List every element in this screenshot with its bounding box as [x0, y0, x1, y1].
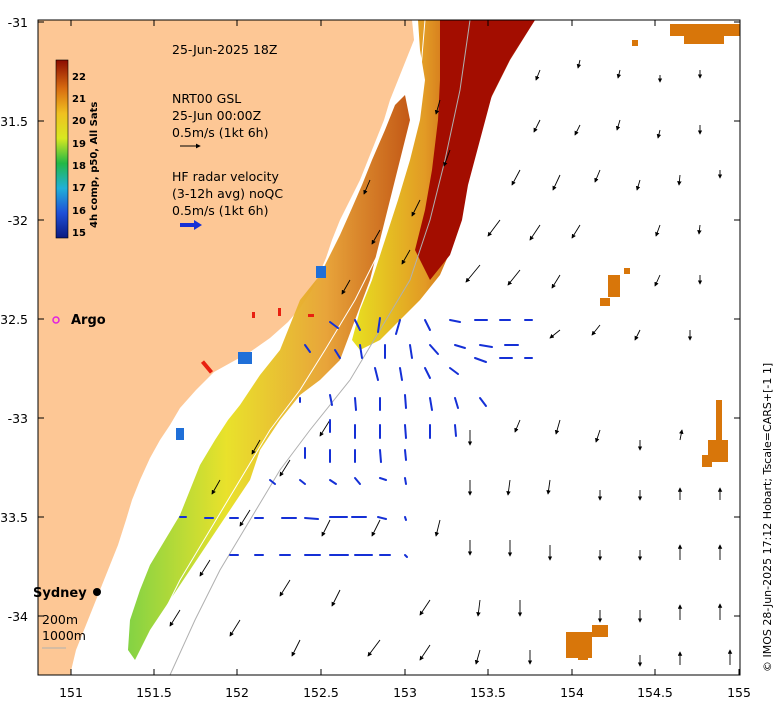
x-axis: 151 151.5 152 152.5 153 153.5 154 154.5 … [59, 20, 751, 700]
gsl-scale: 0.5m/s (1kt 6h) [172, 125, 268, 140]
isobath-1000-label: 1000m [42, 628, 86, 643]
x-tick-label: 151 [59, 685, 83, 700]
red-speckles [200, 308, 314, 374]
argo-marker [52, 316, 60, 324]
x-tick-label: 155 [727, 685, 751, 700]
gsl-time: 25-Jun 00:00Z [172, 108, 261, 123]
colorbar-tick: 20 [72, 116, 86, 127]
gsl-title: NRT00 GSL [172, 91, 241, 106]
sst-red-core [415, 20, 535, 280]
isobath-200-label: 200m [42, 612, 78, 627]
colorbar: 22 21 20 19 18 17 16 15 4h comp, p50, Al… [55, 59, 100, 239]
gsl-arrows [169, 59, 733, 667]
plot-frame [37, 19, 741, 676]
colorbar-tick: 21 [72, 94, 86, 105]
y-tick-label: -32.5 [0, 312, 28, 327]
radar-title: HF radar velocity [172, 169, 280, 184]
x-tick-label: 151.5 [136, 685, 172, 700]
radar-scale-arrowhead [194, 220, 202, 230]
x-tick-label: 153.5 [470, 685, 506, 700]
land-area [38, 20, 414, 675]
sydney-label: Sydney [33, 586, 87, 601]
colorbar-tick: 22 [72, 72, 86, 83]
y-tick-label: -34 [8, 609, 28, 624]
colorbar-label: 4h comp, p50, All Sats [89, 102, 100, 228]
y-axis: -31 -31.5 -32 -32.5 -33 -33.5 -34 [0, 15, 740, 624]
sst-shelf-band [128, 95, 410, 660]
isobath-1000m [169, 19, 471, 676]
y-tick-label: -33.5 [0, 510, 28, 525]
sydney-marker [93, 588, 101, 596]
radar-scale: 0.5m/s (1kt 6h) [172, 203, 268, 218]
x-tick-label: 154.5 [637, 685, 673, 700]
colorbar-gradient [55, 59, 69, 239]
hf-radar-arrows [179, 317, 533, 558]
estuaries [176, 266, 326, 440]
argo-label: Argo [71, 313, 106, 328]
y-tick-label: -33 [8, 411, 28, 426]
y-tick-label: -31.5 [0, 114, 28, 129]
isobath-200m [139, 19, 426, 676]
radar-avg: (3-12h avg) noQC [172, 186, 283, 201]
y-tick-label: -31 [8, 15, 28, 30]
credit-text: © IMOS 28-Jun-2025 17:12 Hobart; Tscale=… [761, 363, 774, 672]
x-tick-label: 153 [393, 685, 417, 700]
colorbar-tick: 17 [72, 183, 86, 194]
x-tick-label: 152 [225, 685, 249, 700]
colorbar-tick: 18 [72, 161, 86, 172]
colorbar-tick: 16 [72, 206, 86, 217]
x-tick-label: 152.5 [303, 685, 339, 700]
y-tick-label: -32 [8, 213, 28, 228]
colorbar-tick: 19 [72, 139, 86, 150]
sst-offshore-patches [566, 24, 740, 660]
colorbar-tick: 15 [72, 228, 86, 239]
map-timestamp: 25-Jun-2025 18Z [172, 42, 277, 57]
x-tick-label: 154 [560, 685, 584, 700]
